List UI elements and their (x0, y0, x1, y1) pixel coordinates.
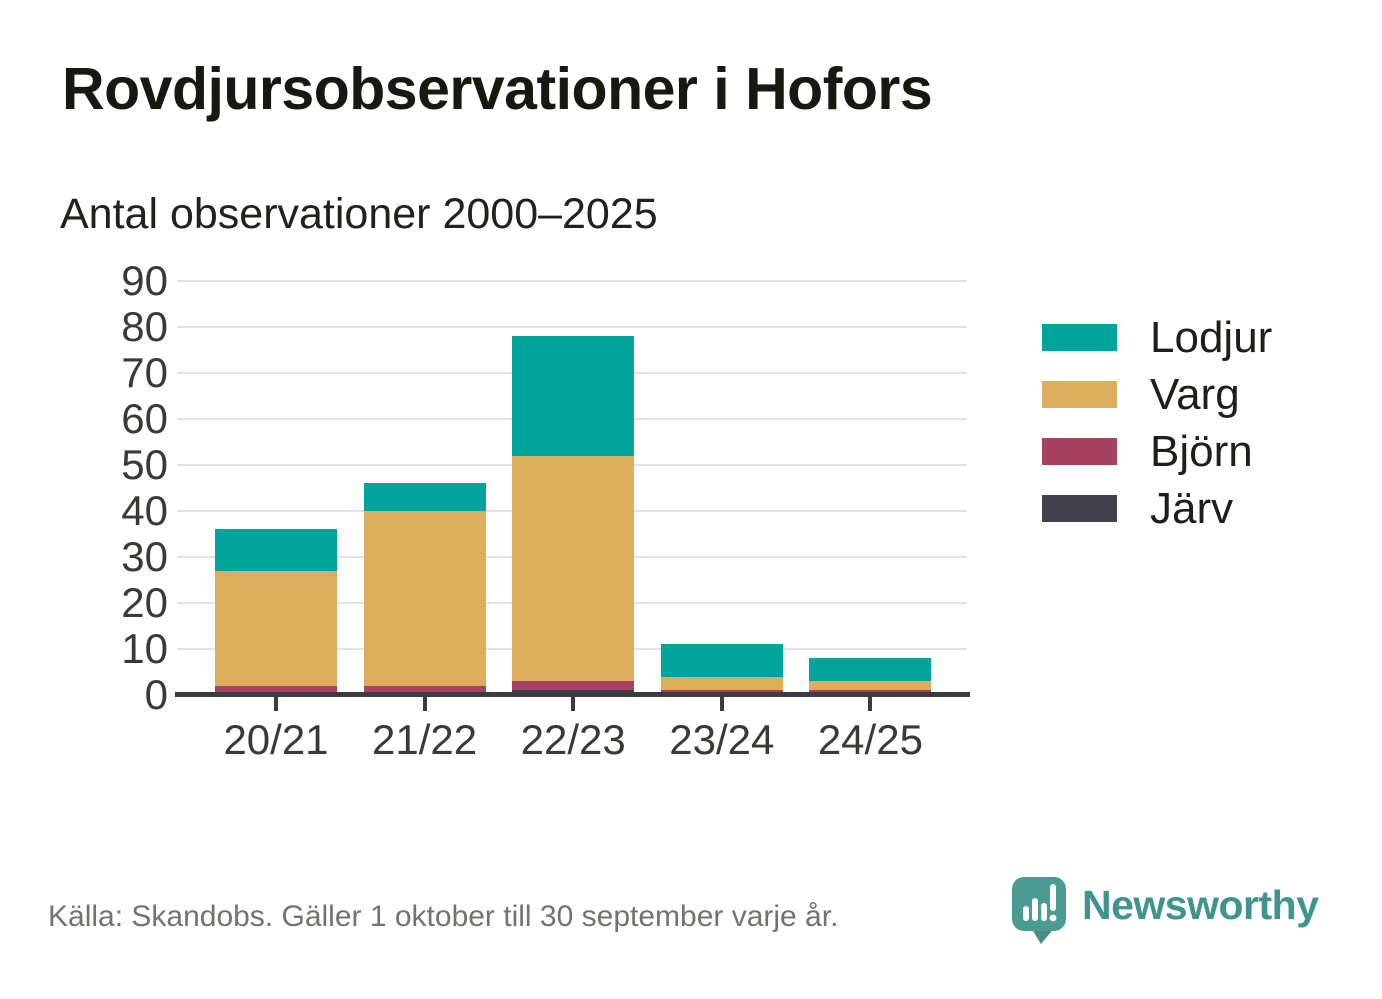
y-tick-label: 70 (121, 349, 168, 396)
y-tick-label: 10 (121, 625, 168, 672)
bar-segment-Varg-23/24 (660, 676, 783, 691)
y-tick-label: 80 (121, 303, 168, 350)
newsworthy-speech-bubble-chart-icon (1012, 877, 1066, 944)
legend-swatch-Björn (1042, 438, 1117, 465)
gridline-90 (177, 280, 967, 283)
bar-segment-Lodjur-21/22 (363, 483, 486, 511)
legend-label: Järv (1150, 483, 1234, 533)
brand-name: Newsworthy (1082, 882, 1319, 928)
gridline-80 (177, 326, 967, 328)
bar-segment-Varg-24/25 (809, 681, 932, 691)
y-tick-label: 40 (121, 487, 168, 534)
bar-segment-Varg-21/22 (363, 511, 486, 686)
bar-segment-Björn-21/22 (363, 685, 486, 695)
page-title: Rovdjursobservationer i Hofors (62, 56, 933, 122)
x-axis-tick (719, 697, 724, 711)
y-tick-label: 90 (121, 257, 168, 304)
legend-swatch-Järv (1042, 495, 1117, 522)
y-tick-label: 50 (121, 441, 168, 488)
legend-label: Björn (1150, 426, 1253, 476)
y-tick-label: 60 (121, 395, 168, 442)
legend-item-Lodjur: Lodjur (1042, 313, 1272, 362)
x-tick-label-24/25: 24/25 (817, 716, 923, 763)
legend-item-Varg: Varg (1042, 370, 1272, 419)
bar-21/22 (363, 483, 486, 695)
bar-segment-Björn-22/23 (512, 681, 635, 691)
y-tick-label: 20 (121, 579, 168, 626)
x-axis-tick (274, 697, 278, 711)
x-tick-label-21/22: 21/22 (372, 716, 478, 763)
bar-segment-Lodjur-20/21 (215, 529, 337, 571)
source-note: Källa: Skandobs. Gäller 1 oktober till 3… (48, 900, 839, 933)
brand-logo: Newsworthy (1011, 876, 1319, 945)
bar-24/25 (809, 658, 932, 695)
x-axis-tick (571, 697, 576, 711)
x-tick-label-23/24: 23/24 (669, 716, 775, 763)
x-tick-label-22/23: 22/23 (520, 716, 626, 763)
legend-item-Järv: Järv (1042, 484, 1272, 533)
bar-23/24 (660, 644, 783, 695)
y-tick-label: 30 (121, 533, 168, 580)
legend-item-Björn: Björn (1042, 427, 1272, 476)
bar-segment-Lodjur-23/24 (660, 644, 783, 677)
x-tick-label-20/21: 20/21 (223, 716, 329, 763)
bar-segment-Lodjur-24/25 (809, 658, 932, 682)
x-axis-tick (868, 697, 873, 711)
y-tick-label: 0 (144, 671, 168, 718)
legend-label: Varg (1150, 369, 1240, 419)
legend-label: Lodjur (1150, 312, 1273, 362)
bar-segment-Lodjur-22/23 (512, 336, 635, 456)
bar-segment-Varg-22/23 (512, 455, 635, 682)
chart-subtitle: Antal observationer 2000–2025 (60, 190, 658, 238)
bar-22/23 (512, 336, 635, 695)
bar-20/21 (215, 529, 337, 695)
x-axis-line (175, 692, 970, 697)
legend: Lodjur Varg Björn Järv (1042, 313, 1272, 552)
legend-swatch-Lodjur (1042, 324, 1117, 351)
legend-swatch-Varg (1042, 381, 1117, 408)
bar-segment-Varg-20/21 (215, 570, 337, 686)
x-axis-tick (422, 697, 427, 711)
plot-area (177, 280, 967, 695)
bar-segment-Björn-20/21 (215, 685, 337, 695)
